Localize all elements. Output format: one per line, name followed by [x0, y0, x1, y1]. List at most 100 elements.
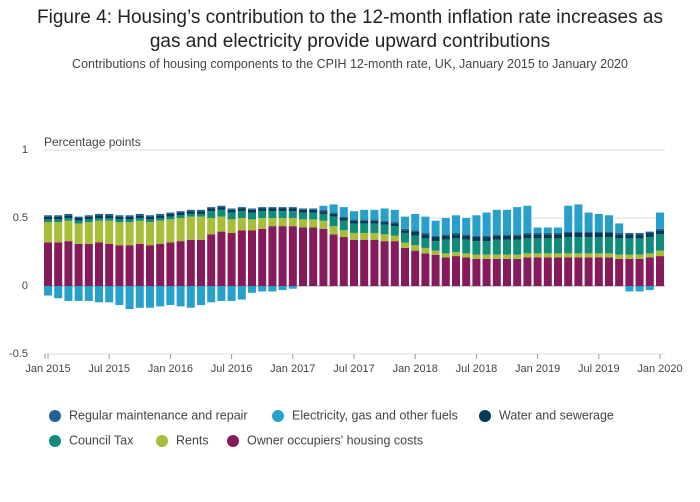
bar-segment — [258, 228, 267, 286]
bar-segment — [594, 231, 603, 233]
bar-segment — [513, 258, 522, 286]
bar-segment — [533, 227, 542, 233]
bar-segment — [625, 286, 634, 292]
bar-segment — [645, 257, 654, 286]
bar-segment — [115, 216, 124, 220]
bar-segment — [645, 286, 654, 291]
bar-segment — [54, 242, 63, 286]
legend-swatch — [49, 410, 61, 422]
bar-segment — [84, 222, 93, 244]
bar-segment — [584, 232, 593, 238]
bar-segment — [166, 242, 175, 286]
bar-segment — [329, 212, 338, 214]
bar-segment — [564, 231, 573, 233]
bar-segment — [166, 219, 175, 243]
bar-segment — [503, 239, 511, 255]
bar-segment — [125, 216, 134, 220]
bar-segment — [64, 220, 73, 242]
bar-segment — [380, 224, 389, 235]
bar-segment — [84, 286, 93, 301]
bar-segment — [105, 215, 114, 218]
bar-segment — [554, 234, 562, 239]
bar-segment — [523, 232, 532, 235]
bar-segment — [564, 237, 573, 254]
bar-segment — [227, 209, 236, 213]
bar-segment — [656, 212, 664, 229]
bar-segment — [533, 253, 542, 258]
bar-segment — [74, 220, 83, 224]
bar-segment — [574, 231, 583, 233]
bar-segment — [380, 208, 389, 221]
bar-segment — [492, 254, 501, 259]
bar-segment — [146, 286, 154, 308]
bar-segment — [319, 220, 328, 229]
bar-segment — [44, 216, 52, 220]
bar-segment — [44, 222, 52, 243]
bar-segment — [115, 215, 124, 217]
bar-segment — [54, 222, 63, 243]
bar-segment — [533, 257, 542, 286]
bar-segment — [258, 208, 267, 212]
legend-label: Council Tax — [69, 433, 134, 447]
bar-segment — [635, 254, 644, 259]
bar-segment — [554, 253, 562, 258]
bar-segment — [360, 219, 369, 221]
bar-segment — [278, 286, 287, 291]
bar-segment — [401, 242, 409, 248]
bar-segment — [237, 286, 246, 300]
bar-segment — [411, 235, 420, 246]
bar-segment — [523, 234, 532, 239]
bar-segment — [390, 223, 399, 227]
bar-segment — [339, 216, 348, 218]
bar-segment — [452, 215, 460, 233]
bar-segment — [64, 286, 73, 301]
bar-segment — [380, 241, 389, 286]
bar-segment — [146, 215, 154, 217]
bar-segment — [421, 253, 430, 286]
bar-segment — [656, 230, 664, 235]
bar-segment — [248, 209, 256, 213]
bar-segment — [513, 207, 522, 235]
bar-segment — [441, 234, 450, 236]
legend-label: Rents — [176, 433, 209, 447]
bar-segment — [380, 220, 389, 223]
bar-segment — [288, 218, 297, 227]
bar-segment — [564, 253, 573, 258]
bar-segment — [656, 228, 664, 231]
bar-segment — [166, 213, 175, 217]
bar-segment — [605, 257, 613, 286]
bar-segment — [605, 231, 613, 233]
bar-segment — [656, 256, 664, 286]
bar-segment — [523, 253, 532, 258]
bar-segment — [44, 219, 52, 223]
bar-segment — [237, 211, 246, 218]
bar-segment — [645, 237, 654, 254]
bar-segment — [237, 207, 246, 209]
bar-segment — [74, 216, 83, 218]
bar-segment — [288, 207, 297, 209]
bar-segment — [390, 209, 399, 223]
bar-segment — [401, 230, 409, 233]
bar-segment — [299, 208, 307, 210]
bar-segment — [156, 243, 165, 286]
bar-segment — [656, 250, 664, 257]
bar-segment — [176, 212, 185, 216]
bar-segment — [554, 257, 562, 286]
bar-segment — [135, 215, 144, 218]
bar-segment — [482, 212, 491, 236]
bar-segment — [431, 235, 440, 238]
bar-segment — [105, 243, 114, 286]
bar-segment — [564, 257, 573, 286]
x-tick-label: Jul 2019 — [578, 363, 620, 375]
bar-segment — [441, 218, 450, 235]
bar-segment — [482, 237, 491, 242]
bar-segment — [227, 208, 236, 210]
bar-segment — [95, 215, 103, 218]
bar-segment — [268, 218, 277, 227]
bar-segment — [482, 254, 491, 259]
bar-segment — [217, 216, 226, 232]
bar-segment — [452, 256, 460, 286]
bar-segment — [278, 207, 287, 209]
legend-swatch — [272, 410, 284, 422]
legend-label: Regular maintenance and repair — [69, 408, 248, 422]
